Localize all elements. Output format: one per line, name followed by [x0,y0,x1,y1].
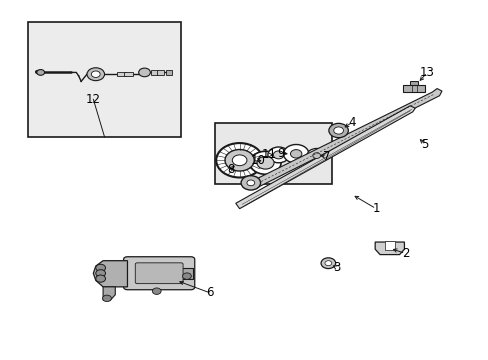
Circle shape [267,147,289,163]
Text: 3: 3 [333,261,340,274]
Polygon shape [93,261,127,287]
Text: 6: 6 [206,287,214,300]
Bar [123,72,133,76]
Text: 13: 13 [419,66,434,79]
FancyBboxPatch shape [135,263,183,284]
Circle shape [241,176,260,190]
Polygon shape [235,106,414,209]
Circle shape [312,153,320,158]
Circle shape [139,68,150,77]
Bar [181,268,193,279]
Text: 5: 5 [420,138,427,150]
Circle shape [224,149,254,171]
Text: 9: 9 [277,147,284,159]
Polygon shape [374,242,404,255]
Circle shape [102,295,111,302]
Bar [117,72,126,76]
Circle shape [37,69,44,75]
Text: 2: 2 [401,247,408,260]
Circle shape [290,150,301,158]
Circle shape [96,270,105,277]
Circle shape [216,143,263,177]
Circle shape [91,71,100,77]
Bar [157,70,163,75]
Circle shape [96,264,105,271]
Text: 7: 7 [322,150,329,163]
Circle shape [325,261,331,266]
Bar [151,70,158,75]
Text: 11: 11 [261,148,276,161]
Text: 10: 10 [250,154,264,167]
Bar [384,241,394,250]
Bar [409,81,417,85]
Polygon shape [103,287,115,300]
FancyBboxPatch shape [123,257,194,290]
Circle shape [321,258,335,269]
Circle shape [182,273,191,279]
Circle shape [232,155,246,166]
Circle shape [249,151,281,174]
Polygon shape [249,89,441,188]
Text: 4: 4 [347,116,355,129]
Circle shape [87,68,104,81]
Circle shape [306,148,326,163]
Circle shape [283,144,308,163]
Circle shape [96,275,105,282]
Circle shape [246,180,254,186]
Circle shape [328,123,347,138]
Circle shape [273,151,284,159]
Text: 12: 12 [86,93,101,106]
Circle shape [152,288,161,294]
Text: 8: 8 [227,163,234,176]
Bar [166,70,172,75]
Circle shape [256,157,273,169]
Bar [215,123,331,184]
Text: 1: 1 [372,202,379,215]
Bar [403,85,424,92]
Circle shape [333,127,343,134]
Bar [27,22,181,137]
